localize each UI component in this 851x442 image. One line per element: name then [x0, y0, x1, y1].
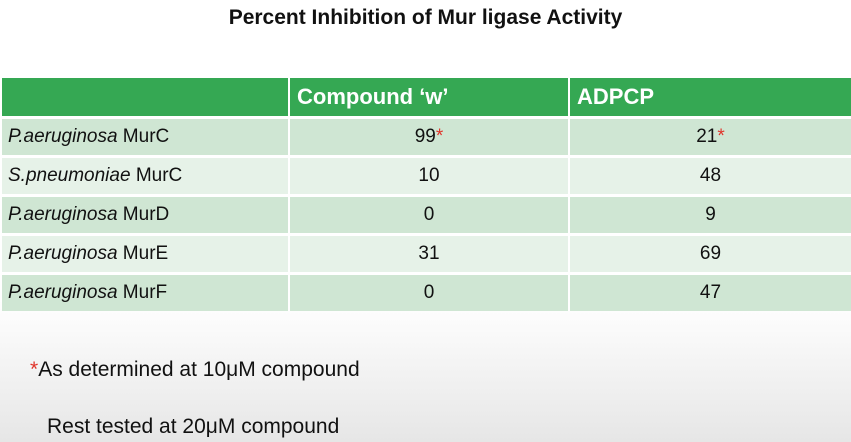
organism-cell: S.pneumoniae MurC: [2, 155, 290, 196]
organism-cell: P.aeruginosa MurF: [2, 272, 290, 311]
asterisk-mark: *: [30, 358, 39, 381]
slide-title: Percent Inhibition of Mur ligase Activit…: [228, 6, 623, 29]
enzyme-name: MurD: [117, 204, 170, 225]
species-name: P.aeruginosa: [8, 243, 118, 264]
adpcp-cell: 9: [569, 194, 851, 235]
footnote-rest: Rest tested at 20μM compound: [47, 415, 340, 438]
enzyme-name: MurE: [117, 243, 169, 264]
asterisk-mark: *: [435, 126, 444, 147]
compound-w-value: 99: [414, 126, 436, 147]
compound-w-value: 10: [418, 165, 440, 186]
asterisk-mark: *: [717, 126, 725, 147]
compound-w-cell: 99*: [289, 116, 570, 157]
table-row: S.pneumoniae MurC 10 48: [2, 155, 851, 196]
compound-w-cell: 10: [289, 155, 570, 196]
compound-w-cell: 31: [289, 233, 570, 274]
compound-w-value: 0: [423, 282, 435, 303]
adpcp-cell: 21*: [569, 116, 851, 157]
enzyme-name: MurF: [117, 282, 168, 303]
species-name: P.aeruginosa: [8, 282, 118, 303]
header-organism: [2, 78, 290, 118]
compound-w-cell: 0: [289, 194, 570, 235]
adpcp-value: 48: [699, 165, 722, 186]
table-row: P.aeruginosa MurF 0 47: [2, 272, 851, 311]
inhibition-table: Compound ‘w’ ADPCP P.aeruginosa MurC 99*…: [2, 78, 851, 311]
organism-cell: P.aeruginosa MurE: [2, 233, 290, 274]
adpcp-cell: 69: [569, 233, 851, 274]
compound-w-value: 0: [423, 204, 435, 225]
species-name: S.pneumoniae: [8, 165, 131, 186]
enzyme-name: MurC: [117, 126, 170, 147]
adpcp-value: 47: [699, 282, 722, 303]
header-adpcp: ADPCP: [569, 78, 851, 118]
adpcp-value: 9: [705, 204, 716, 225]
compound-w-value: 31: [418, 243, 440, 264]
species-name: P.aeruginosa: [8, 126, 118, 147]
adpcp-cell: 48: [569, 155, 851, 196]
footnote-asterisk: *As determined at 10μM compound: [30, 358, 360, 382]
footnote-text: As determined at 10μM compound: [38, 358, 360, 381]
table-header-row: Compound ‘w’ ADPCP: [2, 78, 851, 118]
organism-cell: P.aeruginosa MurC: [2, 116, 290, 157]
organism-cell: P.aeruginosa MurD: [2, 194, 290, 235]
compound-w-cell: 0: [289, 272, 570, 311]
table-row: P.aeruginosa MurC 99* 21*: [2, 116, 851, 157]
enzyme-name: MurC: [130, 165, 183, 186]
adpcp-value: 69: [699, 243, 722, 264]
header-compound-w: Compound ‘w’: [289, 78, 570, 118]
adpcp-cell: 47: [569, 272, 851, 311]
table-row: P.aeruginosa MurD 0 9: [2, 194, 851, 235]
species-name: P.aeruginosa: [8, 204, 118, 225]
table-row: P.aeruginosa MurE 31 69: [2, 233, 851, 274]
adpcp-value: 21: [696, 126, 718, 147]
